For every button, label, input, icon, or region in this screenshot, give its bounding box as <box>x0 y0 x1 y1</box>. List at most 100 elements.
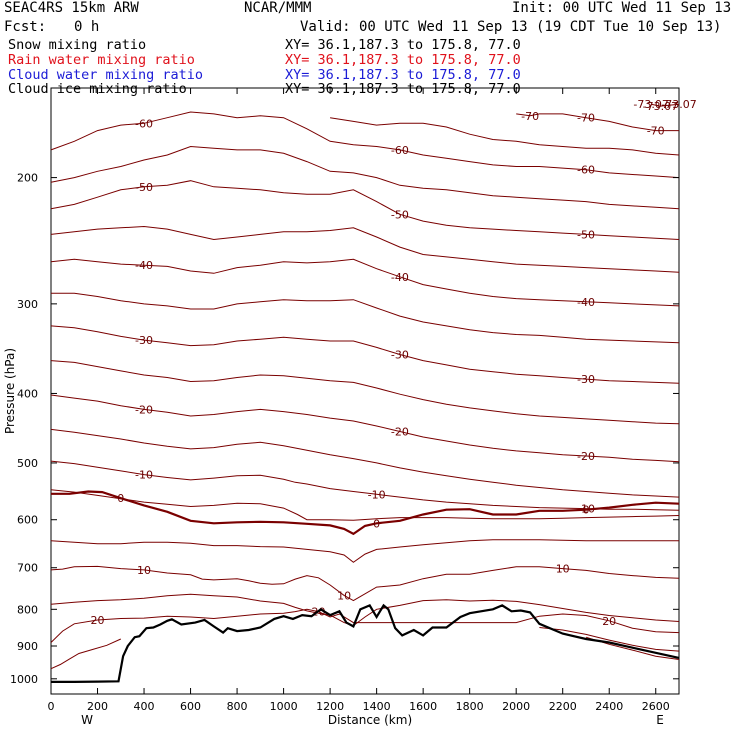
y-tick-label: 900 <box>17 640 38 653</box>
isotherm-m70 <box>516 113 679 132</box>
y-tick-label: 1000 <box>10 673 38 686</box>
x-tick-label: 0 <box>48 700 55 713</box>
isotherm-label-m50: -50 <box>135 181 153 194</box>
y-tick-label: 800 <box>17 603 38 616</box>
isotherm-25 <box>539 627 680 652</box>
x-tick-label: 2400 <box>595 700 623 713</box>
legend-cloud-ice-xy: XY= 36.1,187.3 to 175.8, 77.0 <box>285 81 521 97</box>
valid-time: Valid: 00 UTC Wed 11 Sep 13 (19 CDT Tue … <box>300 19 722 35</box>
isotherm-label-10: 10 <box>337 589 351 602</box>
isotherm-label-m50: -50 <box>391 208 409 221</box>
terrain-line <box>51 603 680 683</box>
isotherm-0 <box>51 490 680 536</box>
isotherm-label-0: 0 <box>373 517 380 530</box>
isotherm-m30 <box>50 325 680 384</box>
isotherm-label-20: 20 <box>602 615 616 628</box>
isotherm-m45 <box>50 225 680 273</box>
isotherm-label-0: 0 <box>117 492 124 505</box>
isotherm-label-m50: -50 <box>577 228 595 241</box>
isotherm-m40 <box>50 258 680 307</box>
x-tick-label: 1400 <box>363 700 391 713</box>
x-tick-label: 600 <box>180 700 201 713</box>
isotherm-label-m70: -70 <box>577 112 595 125</box>
y-tick-label: 600 <box>17 514 38 527</box>
x-tick-label: 2600 <box>642 700 670 713</box>
isotherm-label-m30: -30 <box>135 334 153 347</box>
x-tick-label: 2000 <box>502 700 530 713</box>
isotherm-label-m40: -40 <box>577 296 595 309</box>
isotherm-m25 <box>50 360 680 425</box>
isotherm-label-m20: -20 <box>391 426 409 439</box>
isotherm-label-m60: -60 <box>577 164 595 177</box>
isotherm-label-10: 10 <box>137 564 151 577</box>
y-tick-label: 400 <box>17 387 38 400</box>
isotherm-label-m30: -30 <box>577 373 595 386</box>
x-tick-label: 400 <box>134 700 155 713</box>
isotherm-m35 <box>51 292 680 344</box>
center-title: NCAR/MMM <box>244 0 312 16</box>
isotherm-label-m73p07: -73.07 <box>633 98 668 111</box>
y-tick-label: 500 <box>17 457 38 470</box>
x-axis-ticks: 0 200 400 600 800 1000 1200 1400 1600 1800 2000 220… <box>48 88 670 713</box>
isotherm-m20 <box>50 394 680 463</box>
x-tick-label: 200 <box>87 700 108 713</box>
isotherm-label-m20: -20 <box>135 403 153 416</box>
isotherm-label-m70: -70 <box>647 125 665 138</box>
y-tick-label: 300 <box>17 298 38 311</box>
isotherm-m55 <box>50 145 680 210</box>
y-tick-label: 700 <box>17 562 38 575</box>
isotherm-m5 <box>50 489 680 521</box>
legend-snow: Snow mixing ratio <box>8 37 147 53</box>
x-tick-label: 800 <box>227 700 248 713</box>
isotherm-label-m20: -20 <box>577 450 595 463</box>
y-axis-label: Pressure (hPa) <box>3 348 17 434</box>
isotherm-15 <box>50 593 680 627</box>
x-tick-label: 1800 <box>456 700 484 713</box>
isotherm-label-m73p07: -73.07 <box>661 98 696 111</box>
isotherm-label-m60: -60 <box>135 117 153 130</box>
isotherm-label-m73p07: -73.07 <box>643 100 678 113</box>
isotherm-label-m10: -10 <box>135 469 153 482</box>
x-tick-label: 2200 <box>549 700 577 713</box>
isotherm-5 <box>50 539 679 563</box>
isotherm-10 <box>50 565 680 602</box>
init-time: Init: 00 UTC Wed 11 Sep 13 <box>512 0 732 16</box>
isotherm-label-10: 10 <box>556 563 570 576</box>
legend-rain: Rain water mixing ratio <box>8 52 195 68</box>
x-tick-label: 1600 <box>409 700 437 713</box>
isotherm-m73p07 <box>650 103 680 107</box>
x-tick-label: 1200 <box>316 700 344 713</box>
isotherm-m65 <box>330 117 680 156</box>
isotherm-m10 <box>50 460 680 511</box>
x-tick-label: 1000 <box>270 700 298 713</box>
isotherm-label-m40: -40 <box>391 271 409 284</box>
y-tick-label: 200 <box>17 172 38 185</box>
forecast-label: Fcst: <box>4 19 47 35</box>
isotherm-m15 <box>50 428 680 498</box>
terrain-profile <box>51 603 680 683</box>
isotherm-label-m10: -10 <box>368 488 386 501</box>
isotherm-label-m70: -70 <box>521 110 539 123</box>
isotherm-label-m60: -60 <box>391 144 409 157</box>
legend-rain-xy: XY= 36.1,187.3 to 175.8, 77.0 <box>285 52 521 68</box>
forecast-hour: 0 h <box>74 19 100 35</box>
isotherm-label-m30: -30 <box>391 349 409 362</box>
isotherm-25 <box>50 638 122 670</box>
model-title: SEAC4RS 15km ARW <box>4 0 139 16</box>
isotherm-contours: -73.07-73.07-73.07 -70 -70 -70 -60 -60 -60 -50 -… <box>50 98 697 670</box>
isotherm-label-0: 0 <box>583 504 590 517</box>
x-axis-label: Distance (km) <box>328 713 412 727</box>
isotherm-label-m40: -40 <box>135 259 153 272</box>
isotherm-20 <box>50 608 680 643</box>
legend-snow-xy: XY= 36.1,187.3 to 175.8, 77.0 <box>285 37 521 53</box>
isotherm-m60 <box>50 111 680 179</box>
plot-frame <box>50 87 680 695</box>
isotherm-label-20: 20 <box>91 614 105 627</box>
west-endpoint: W <box>81 713 93 727</box>
isotherm-m50 <box>50 180 680 240</box>
east-endpoint: E <box>656 713 664 727</box>
legend-cloud-water: Cloud water mixing ratio <box>8 67 204 83</box>
legend-cloud-water-xy: XY= 36.1,187.3 to 175.8, 77.0 <box>285 67 521 83</box>
